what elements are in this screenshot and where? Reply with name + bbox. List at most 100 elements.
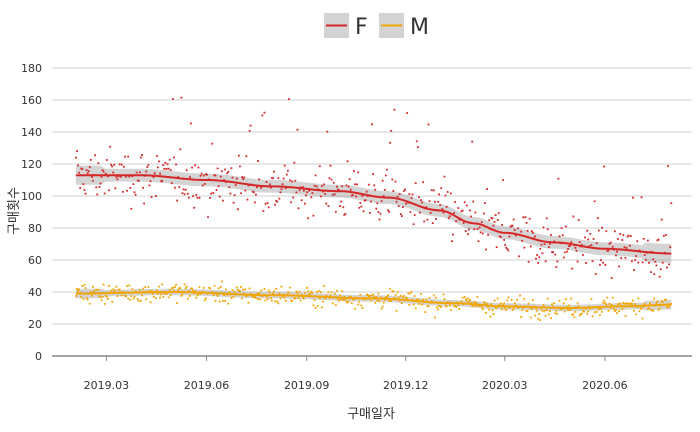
data-point: [298, 189, 301, 192]
data-point: [373, 184, 376, 187]
data-point: [664, 299, 666, 301]
data-point: [113, 163, 116, 166]
data-point: [568, 304, 570, 307]
data-point: [299, 299, 302, 302]
data-point: [203, 183, 206, 185]
data-point: [155, 289, 158, 292]
legend-item-M[interactable]: M: [379, 13, 429, 40]
data-point: [408, 304, 411, 306]
data-point: [129, 187, 132, 189]
data-point: [591, 315, 594, 318]
data-point: [120, 163, 123, 166]
data-point: [585, 262, 588, 264]
data-point: [382, 195, 385, 197]
data-point: [346, 160, 349, 163]
data-point: [159, 296, 161, 299]
data-point: [587, 238, 590, 241]
data-point: [269, 297, 272, 300]
data-point: [440, 306, 443, 308]
data-point: [263, 288, 266, 290]
data-point: [273, 290, 275, 293]
data-point: [196, 294, 199, 297]
data-point: [300, 199, 303, 202]
data-point: [469, 298, 471, 301]
data-point: [152, 295, 155, 298]
data-point: [119, 175, 122, 178]
data-point: [589, 233, 592, 235]
data-point: [161, 179, 164, 182]
data-point: [506, 248, 509, 250]
data-point: [124, 294, 126, 297]
data-point: [163, 292, 166, 295]
data-point: [460, 300, 463, 303]
data-point: [550, 234, 552, 236]
data-point: [562, 302, 565, 305]
data-point: [337, 298, 339, 300]
data-point: [507, 296, 510, 299]
data-point: [232, 201, 235, 204]
data-point: [428, 296, 431, 299]
data-point: [230, 167, 233, 170]
data-point: [481, 308, 484, 311]
data-point: [466, 297, 469, 300]
data-point: [577, 219, 580, 221]
data-point: [216, 167, 219, 170]
data-point: [451, 240, 453, 243]
data-point: [613, 230, 616, 233]
data-point: [141, 154, 143, 156]
data-point: [310, 196, 313, 199]
data-point: [551, 251, 553, 254]
data-point: [133, 191, 136, 194]
data-point: [79, 291, 82, 294]
data-point: [407, 292, 410, 295]
data-point: [189, 176, 191, 179]
data-point: [86, 172, 89, 175]
data-point: [670, 202, 673, 205]
data-point: [304, 291, 306, 294]
series-F-points: [75, 96, 673, 279]
data-point: [541, 310, 544, 313]
data-point: [626, 235, 629, 238]
data-point: [547, 246, 550, 249]
data-point: [478, 226, 481, 229]
data-point: [539, 247, 542, 250]
data-point: [538, 256, 541, 259]
data-point: [98, 185, 101, 188]
data-point: [603, 299, 606, 302]
data-point: [508, 235, 511, 238]
data-point: [396, 195, 399, 198]
data-point: [510, 299, 513, 301]
data-point: [168, 288, 171, 291]
data-point: [112, 171, 115, 174]
data-point: [83, 283, 86, 286]
data-point: [383, 298, 386, 301]
data-point: [361, 195, 364, 197]
data-point: [346, 301, 349, 304]
data-point: [430, 189, 433, 192]
data-point: [658, 275, 661, 278]
data-point: [374, 301, 377, 304]
data-point: [256, 186, 258, 189]
data-point: [665, 233, 667, 236]
data-point: [297, 297, 300, 300]
data-point: [563, 251, 566, 254]
y-tick-label: 0: [35, 350, 42, 363]
data-point: [219, 285, 222, 288]
data-point: [271, 299, 273, 302]
data-point: [171, 286, 174, 289]
data-point: [367, 183, 370, 186]
legend-item-F[interactable]: F: [324, 13, 368, 40]
data-point: [293, 161, 296, 164]
data-point: [457, 207, 460, 209]
data-point: [455, 305, 458, 308]
data-point: [433, 316, 436, 319]
data-point: [458, 218, 461, 221]
data-point: [311, 192, 314, 194]
data-point: [517, 227, 519, 230]
data-point: [244, 189, 247, 192]
data-point: [125, 175, 127, 178]
data-point: [445, 305, 448, 308]
data-point: [536, 309, 539, 312]
data-point: [472, 200, 475, 203]
